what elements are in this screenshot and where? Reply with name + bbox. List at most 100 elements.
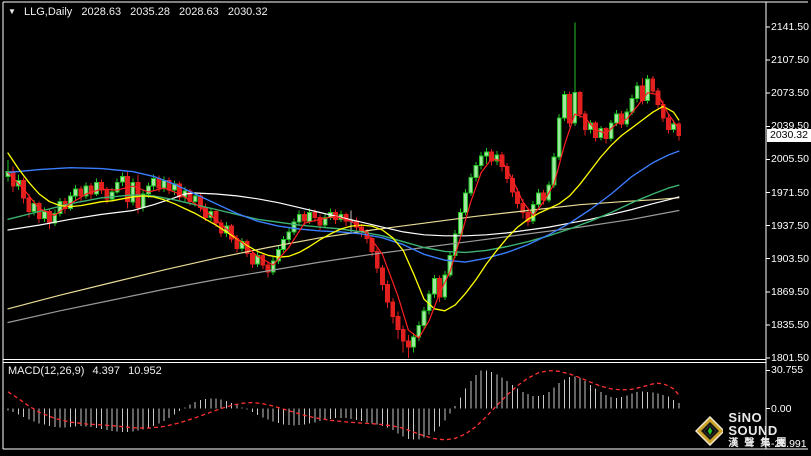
candle-bullish bbox=[484, 151, 489, 157]
candle-bullish bbox=[31, 203, 37, 212]
macd-axis-label: -28.991 bbox=[771, 438, 807, 451]
candle-bullish bbox=[120, 175, 125, 183]
price-axis-label: 2141.50 bbox=[771, 21, 809, 33]
symbol-period-label: LLG,Daily bbox=[23, 6, 73, 18]
candle-bullish bbox=[286, 231, 292, 241]
ohlc-open: 2028.63 bbox=[81, 6, 122, 18]
candle-bullish bbox=[270, 260, 276, 273]
macd-axis-label: 0.00 bbox=[771, 402, 792, 415]
ma-gray-slow bbox=[7, 209, 680, 324]
candle-bearish bbox=[525, 212, 531, 222]
ohlc-low: 2028.63 bbox=[179, 6, 219, 18]
candle-bearish bbox=[385, 284, 391, 303]
ma-white bbox=[7, 192, 680, 237]
logo-line2: 漢聲集團 bbox=[728, 438, 793, 449]
candle-bearish bbox=[104, 189, 110, 200]
price-axis-label: 1835.50 bbox=[771, 318, 809, 331]
candle-bearish bbox=[437, 278, 443, 298]
candle-bullish bbox=[556, 117, 562, 158]
ma-green bbox=[7, 184, 680, 254]
candle-bearish bbox=[515, 191, 521, 205]
candle-bearish bbox=[390, 301, 396, 318]
logo-line1: SiNO SOUND bbox=[728, 410, 778, 438]
candle-bullish bbox=[624, 111, 630, 125]
price-axis-label: 2073.50 bbox=[771, 87, 809, 100]
candle-bearish bbox=[541, 192, 547, 201]
ma-red-fast bbox=[7, 92, 680, 339]
candle-bullish bbox=[52, 212, 58, 224]
candle-bearish bbox=[567, 94, 573, 124]
candle-bullish bbox=[473, 165, 479, 178]
candle-bearish bbox=[213, 211, 219, 224]
candle-bearish bbox=[380, 267, 385, 285]
macd-main-value: 4.397 bbox=[92, 365, 121, 377]
candle-bullish bbox=[276, 248, 281, 262]
candle-bullish bbox=[432, 278, 437, 295]
candle-bullish bbox=[614, 113, 619, 124]
macd-signal-value: 10.952 bbox=[128, 365, 162, 377]
candle-bullish bbox=[42, 211, 47, 219]
candle-bearish bbox=[369, 238, 375, 252]
candle-bearish bbox=[88, 185, 94, 195]
ma-yellow-fast bbox=[7, 105, 680, 312]
collapse-triangle-icon[interactable]: ▼ bbox=[8, 7, 16, 16]
candle-bearish bbox=[78, 188, 84, 197]
price-axis-label: 1903.50 bbox=[771, 252, 809, 265]
candle-bullish bbox=[109, 191, 115, 200]
candle-bullish bbox=[536, 192, 541, 206]
candle-bullish bbox=[645, 78, 651, 101]
candle-bearish bbox=[619, 113, 625, 125]
candle-bullish bbox=[671, 123, 677, 131]
price-axis-label: 1937.50 bbox=[771, 219, 809, 232]
candle-bearish bbox=[406, 340, 411, 348]
candle-bearish bbox=[26, 197, 32, 212]
candle-bullish bbox=[322, 216, 328, 226]
candle-bullish bbox=[494, 154, 500, 162]
candle-bearish bbox=[302, 213, 307, 222]
candle-bullish bbox=[562, 94, 567, 119]
candle-bearish bbox=[125, 175, 130, 203]
candle-bullish bbox=[94, 181, 99, 195]
candle-bearish bbox=[577, 92, 583, 115]
candle-bullish bbox=[307, 212, 313, 222]
price-axis-label: 2005.50 bbox=[771, 153, 809, 166]
macd-indicator-label: MACD(12,26,9) 4.397 10.952 bbox=[8, 365, 167, 377]
ohlc-close: 2030.32 bbox=[227, 6, 268, 18]
candle-bullish bbox=[130, 181, 136, 203]
candle-bearish bbox=[489, 151, 495, 162]
candle-bullish bbox=[146, 185, 151, 195]
current-price-badge: 2030.32 bbox=[767, 128, 811, 142]
ohlc-high: 2035.28 bbox=[130, 6, 170, 18]
price-axis-label: 1869.50 bbox=[771, 285, 809, 298]
macd-axis-label: 30.755 bbox=[771, 364, 804, 377]
candle-bearish bbox=[582, 113, 588, 131]
candle-bullish bbox=[57, 201, 63, 214]
candle-bullish bbox=[411, 336, 417, 348]
candle-bullish bbox=[291, 221, 297, 233]
sino-sound-logo: SiNO SOUND 漢聲集團 bbox=[695, 411, 811, 450]
candle-bearish bbox=[374, 250, 380, 269]
chart-title: ▼ LLG,Daily 2028.63 2035.28 2028.63 2030… bbox=[8, 6, 274, 18]
candle-bearish bbox=[395, 316, 401, 330]
candle-bullish bbox=[634, 85, 640, 100]
candle-bullish bbox=[255, 254, 260, 265]
candle-bullish bbox=[83, 185, 89, 197]
candle-bearish bbox=[640, 85, 645, 102]
candle-bullish bbox=[468, 176, 474, 194]
candle-bearish bbox=[99, 181, 104, 191]
candle-bearish bbox=[156, 177, 162, 189]
candle-bearish bbox=[676, 123, 682, 136]
candle-bullish bbox=[458, 212, 463, 235]
candle-bullish bbox=[296, 213, 302, 223]
candle-bearish bbox=[666, 117, 671, 131]
candle-bearish bbox=[250, 252, 255, 265]
candle-bullish bbox=[463, 192, 469, 213]
candle-bearish bbox=[177, 183, 182, 198]
candle-bullish bbox=[421, 310, 427, 326]
sino-sound-diamond-icon bbox=[695, 415, 724, 446]
price-axis-label: 2107.50 bbox=[771, 54, 809, 67]
macd-signal-line bbox=[7, 369, 680, 441]
price-axis-label: 1971.50 bbox=[771, 186, 809, 199]
ma-blue bbox=[7, 150, 680, 263]
